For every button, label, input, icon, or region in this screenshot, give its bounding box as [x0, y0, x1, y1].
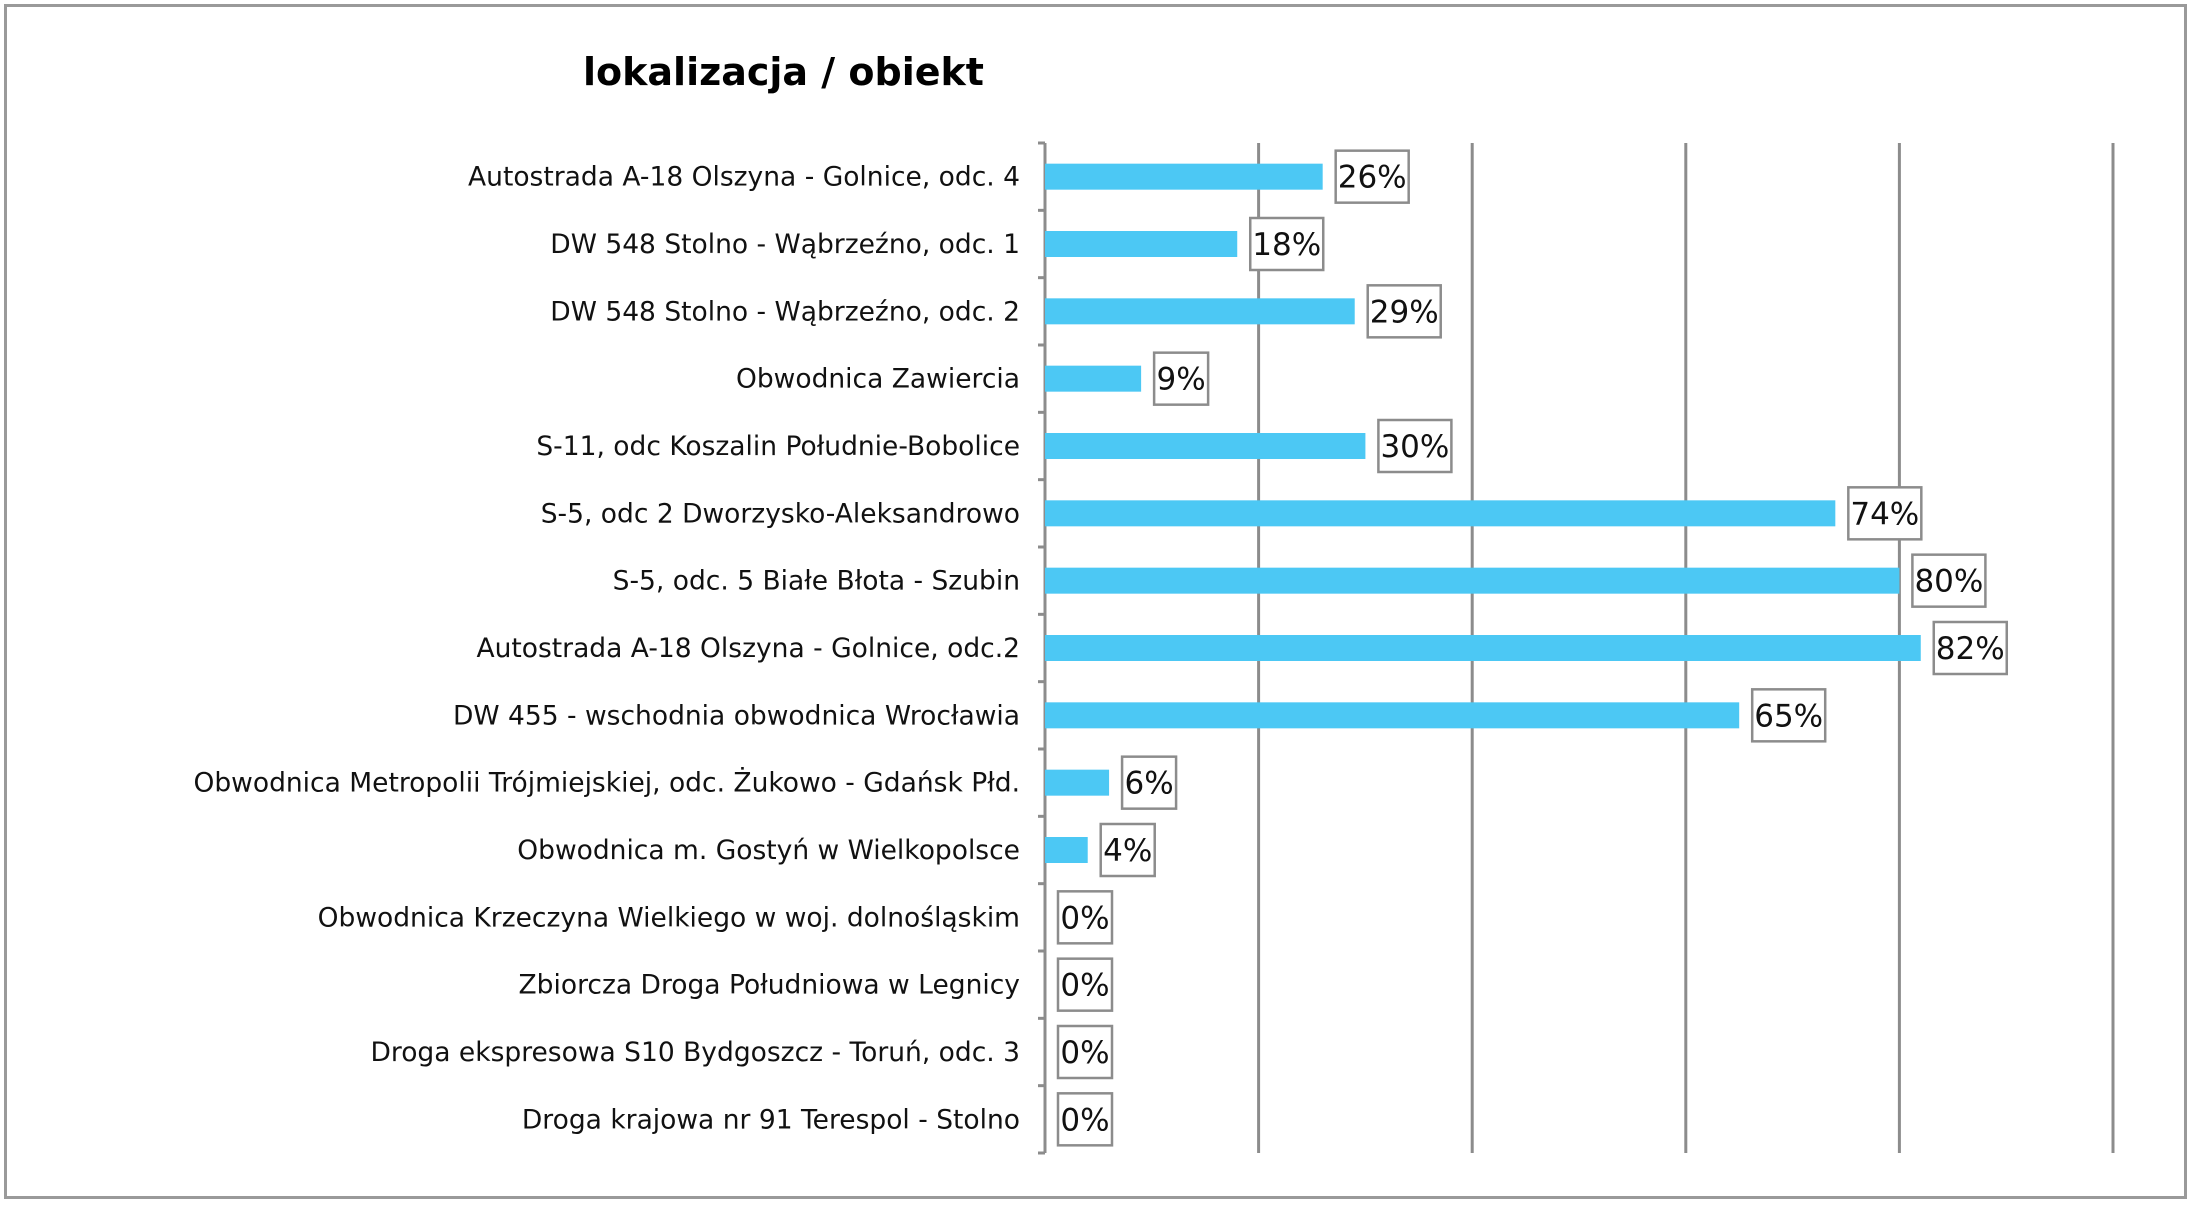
data-label-box-5: [1847, 486, 1923, 541]
category-label-10: Obwodnica m. Gostyń w Wielkopolsce: [517, 835, 1020, 866]
data-label-14: 0%: [1060, 1102, 1109, 1138]
bar-8: [1045, 702, 1740, 729]
category-label-2: DW 548 Stolno - Wąbrzeźno, odc. 2: [550, 296, 1020, 327]
data-label-box-10: [1099, 822, 1156, 878]
data-label-3: 9%: [1157, 362, 1206, 398]
bar-7: [1045, 635, 1921, 661]
category-label-6: S-5, odc. 5 Białe Błota - Szubin: [613, 566, 1020, 597]
data-label-7: 82%: [1936, 631, 2005, 667]
category-label-14: Droga krajowa nr 91 Terespol - Stolno: [522, 1104, 1020, 1135]
bar-1: [1045, 231, 1238, 257]
chart-title: lokalizacja / obiekt: [583, 50, 984, 94]
category-label-1: DW 548 Stolno - Wąbrzeźno, odc. 1: [550, 229, 1020, 260]
data-label-9: 6%: [1124, 766, 1173, 802]
category-label-9: Obwodnica Metropolii Trójmiejskiej, odc.…: [194, 767, 1021, 799]
category-axis: [1038, 141, 1047, 1155]
data-label-2: 29%: [1370, 294, 1439, 330]
category-label-11: Obwodnica Krzeczyna Wielkiego w woj. dol…: [318, 902, 1020, 933]
data-label-box-8: [1750, 688, 1827, 743]
data-label-box-2: [1366, 284, 1442, 339]
bar-9: [1045, 769, 1110, 796]
data-label-box-6: [1911, 553, 1987, 608]
data-label-12: 0%: [1060, 968, 1109, 1004]
category-label-0: Autostrada A-18 Olszyna - Golnice, odc. …: [468, 162, 1020, 193]
data-label-4: 30%: [1380, 429, 1449, 465]
category-label-13: Droga ekspresowa S10 Bydgoszcz - Toruń, …: [371, 1037, 1021, 1068]
data-label-box-3: [1152, 351, 1210, 406]
data-label-box-14: [1056, 1092, 1114, 1147]
bar-10: [1045, 837, 1088, 863]
data-label-5: 74%: [1850, 496, 1919, 532]
data-label-10: 4%: [1103, 833, 1152, 869]
labels: Autostrada A-18 Olszyna - Golnice, odc. …: [194, 149, 2009, 1147]
data-label-1: 18%: [1252, 227, 1321, 263]
data-label-11: 0%: [1060, 900, 1109, 936]
data-label-box-11: [1056, 890, 1114, 945]
bars: [1045, 163, 1921, 863]
data-label-box-13: [1056, 1024, 1114, 1080]
data-label-box-9: [1120, 755, 1178, 810]
data-label-13: 0%: [1060, 1035, 1109, 1071]
bar-6: [1045, 567, 1900, 594]
data-label-box-12: [1056, 957, 1114, 1012]
category-label-8: DW 455 - wschodnia obwodnica Wrocławia: [453, 700, 1020, 731]
bar-5: [1045, 500, 1836, 527]
data-label-8: 65%: [1754, 698, 1823, 734]
bar-0: [1045, 163, 1323, 190]
category-label-7: Autostrada A-18 Olszyna - Golnice, odc.2: [476, 633, 1020, 664]
data-label-box-7: [1932, 620, 2009, 676]
data-label-6: 80%: [1914, 564, 1983, 600]
data-label-0: 26%: [1338, 160, 1407, 196]
data-label-box-0: [1334, 149, 1410, 204]
data-label-box-1: [1248, 216, 1325, 272]
bar-4: [1045, 433, 1366, 459]
category-label-4: S-11, odc Koszalin Południe-Bobolice: [536, 431, 1020, 462]
category-label-12: Zbiorcza Droga Południowa w Legnicy: [519, 970, 1020, 1001]
category-label-3: Obwodnica Zawiercia: [736, 364, 1020, 395]
category-label-5: S-5, odc 2 Dworzysko-Aleksandrowo: [541, 498, 1020, 529]
bar-3: [1045, 365, 1142, 392]
bar-2: [1045, 298, 1355, 325]
data-label-box-4: [1377, 418, 1453, 474]
